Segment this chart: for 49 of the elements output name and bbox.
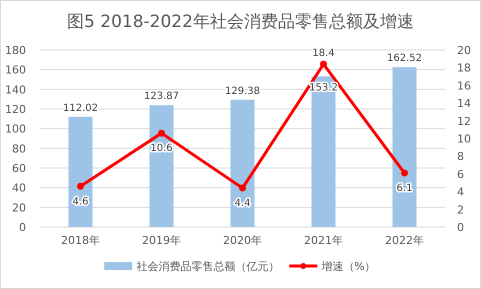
data-label: 10.6 bbox=[150, 143, 173, 154]
y-tick-label: 20 bbox=[12, 201, 26, 214]
bar bbox=[230, 100, 254, 227]
data-label: 112.02 bbox=[63, 102, 98, 114]
data-label: 162.52 bbox=[387, 53, 422, 64]
legend-label: 增速（%） bbox=[320, 260, 376, 273]
bar bbox=[392, 67, 416, 227]
y-tick-label: 40 bbox=[12, 182, 26, 195]
y-tick-label: 80 bbox=[12, 142, 26, 156]
data-label: 153.2 bbox=[309, 82, 338, 94]
y2-tick-label: 10 bbox=[457, 132, 471, 146]
y-tick-label: 100 bbox=[5, 122, 26, 136]
y2-tick-label: 18 bbox=[457, 62, 471, 75]
y2-tick-label: 20 bbox=[457, 44, 471, 57]
y-tick-label: 0 bbox=[19, 221, 26, 234]
legend-label: 社会消费品零售总额（亿元） bbox=[136, 260, 280, 273]
data-label: 18.4 bbox=[312, 48, 335, 60]
y2-tick-label: 16 bbox=[457, 79, 471, 92]
y-tick-label: 140 bbox=[5, 83, 26, 96]
y2-tick-label: 14 bbox=[457, 97, 471, 110]
data-label: 129.38 bbox=[225, 86, 260, 97]
y-tick-label: 180 bbox=[5, 44, 26, 57]
y2-tick-label: 0 bbox=[457, 221, 464, 234]
x-tick-label: 2022年 bbox=[385, 234, 424, 247]
y2-tick-label: 4 bbox=[457, 186, 464, 199]
y-tick-label: 160 bbox=[5, 64, 26, 77]
data-label: 6.1 bbox=[396, 183, 412, 194]
x-tick-label: 2018年 bbox=[61, 234, 100, 247]
y2-tick-label: 2 bbox=[457, 203, 464, 216]
y2-tick-label: 6 bbox=[457, 168, 464, 181]
x-tick-label: 2021年 bbox=[304, 234, 343, 247]
point bbox=[239, 184, 246, 192]
x-tick-label: 2020年 bbox=[223, 234, 262, 247]
y-tick-label: 120 bbox=[5, 103, 26, 116]
point bbox=[401, 170, 408, 177]
bar bbox=[312, 76, 336, 227]
point bbox=[320, 60, 327, 68]
y-tick-label: 60 bbox=[12, 162, 26, 175]
bar bbox=[150, 105, 174, 227]
data-label: 4.4 bbox=[234, 198, 250, 210]
y2-tick-label: 8 bbox=[457, 150, 464, 164]
data-label: 123.87 bbox=[144, 91, 179, 102]
y2-tick-label: 12 bbox=[457, 114, 471, 128]
bar bbox=[68, 116, 92, 227]
chart-title: 图5 2018-2022年社会消费品零售总额及增速 bbox=[67, 12, 414, 32]
data-label: 4.6 bbox=[72, 196, 88, 208]
point bbox=[158, 130, 165, 137]
x-tick-label: 2019年 bbox=[142, 234, 181, 247]
point bbox=[77, 182, 84, 190]
